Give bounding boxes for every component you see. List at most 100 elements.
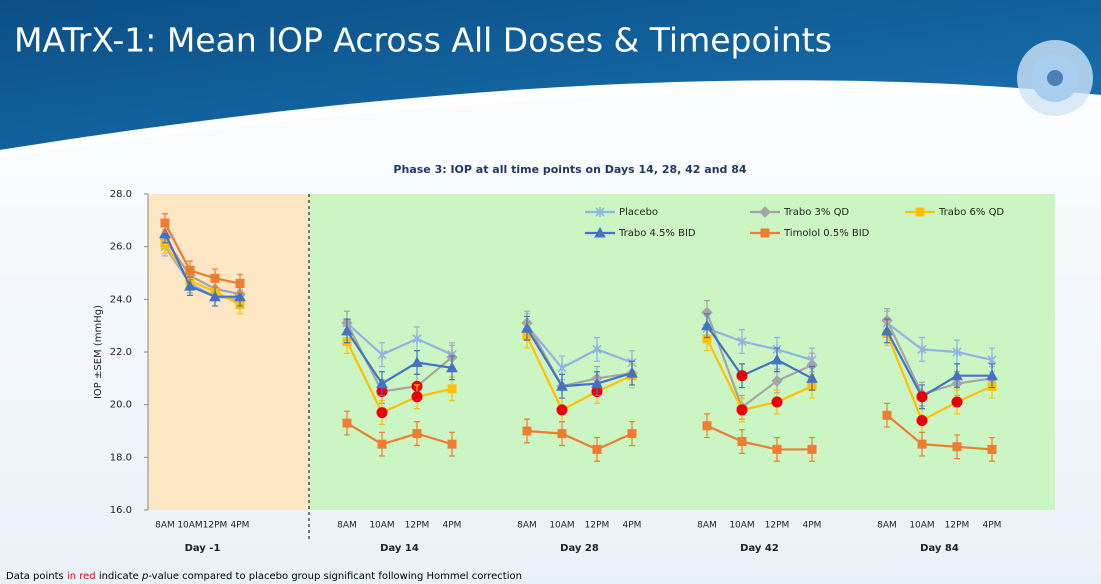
marker bbox=[376, 377, 388, 389]
series-line bbox=[164, 222, 241, 285]
marker bbox=[185, 265, 195, 275]
marker bbox=[917, 344, 927, 355]
series-line bbox=[346, 340, 453, 415]
marker bbox=[447, 439, 457, 449]
y-tick-label: 26.0 bbox=[110, 242, 132, 253]
marker bbox=[377, 439, 387, 449]
marker bbox=[882, 410, 892, 420]
series bbox=[159, 223, 998, 410]
group-label: Day 84 bbox=[920, 543, 959, 554]
x-tick-label: 8AM bbox=[155, 521, 175, 531]
x-tick-label: 8AM bbox=[877, 521, 897, 531]
significant-marker bbox=[556, 404, 568, 416]
significant-marker bbox=[411, 391, 423, 403]
series-line bbox=[705, 312, 813, 410]
series-line bbox=[706, 424, 812, 451]
series-line bbox=[526, 322, 633, 388]
footnote: Data points in red indicate p-value comp… bbox=[6, 571, 522, 582]
series-line bbox=[164, 238, 241, 296]
marker bbox=[737, 336, 747, 347]
marker bbox=[702, 421, 712, 431]
series-line bbox=[886, 414, 993, 451]
series-line bbox=[886, 330, 992, 399]
logo bbox=[1017, 40, 1093, 116]
footnote-part: indicate bbox=[96, 571, 142, 582]
x-tick-label: 4PM bbox=[443, 521, 462, 531]
legend-marker bbox=[760, 228, 770, 238]
x-tick-label: 4PM bbox=[803, 521, 822, 531]
significant-marker bbox=[951, 396, 963, 408]
significant-marker bbox=[771, 396, 783, 408]
x-tick-label: 12PM bbox=[765, 521, 790, 531]
marker bbox=[342, 418, 352, 428]
marker bbox=[160, 218, 170, 228]
marker bbox=[987, 354, 997, 365]
x-tick-label: 10AM bbox=[729, 521, 754, 531]
marker bbox=[557, 362, 567, 373]
marker bbox=[160, 239, 170, 249]
legend-label: Trabo 6% QD bbox=[938, 207, 1004, 218]
footnote-part: p bbox=[141, 571, 148, 582]
series-line bbox=[526, 429, 633, 451]
footnote-part: -value compared to placebo group signifi… bbox=[148, 571, 522, 582]
legend-marker bbox=[915, 207, 925, 217]
legend-marker bbox=[594, 226, 606, 238]
group-label: Day -1 bbox=[185, 543, 221, 554]
series-line bbox=[706, 327, 813, 361]
x-tick-label: 4PM bbox=[231, 521, 250, 531]
series-line bbox=[526, 324, 633, 370]
x-tick-label: 8AM bbox=[697, 521, 717, 531]
x-tick-label: 10AM bbox=[177, 521, 202, 531]
group-label: Day 14 bbox=[380, 543, 419, 554]
series-line bbox=[706, 338, 813, 412]
marker bbox=[591, 377, 603, 389]
series-line bbox=[526, 327, 633, 388]
x-tick-label: 4PM bbox=[983, 521, 1002, 531]
x-tick-label: 12PM bbox=[203, 521, 228, 531]
marker bbox=[522, 426, 532, 436]
marker bbox=[952, 347, 962, 357]
marker bbox=[592, 444, 602, 454]
series-line bbox=[526, 335, 633, 412]
series-line bbox=[346, 322, 453, 356]
header-swoosh bbox=[0, 83, 1101, 158]
series-line bbox=[886, 319, 993, 396]
marker bbox=[771, 353, 783, 365]
legend-marker bbox=[759, 206, 771, 218]
marker bbox=[412, 429, 422, 439]
series-line bbox=[885, 333, 993, 423]
marker bbox=[701, 319, 713, 331]
marker bbox=[341, 324, 353, 336]
series-line bbox=[886, 322, 993, 361]
series-line bbox=[706, 325, 813, 380]
x-tick-label: 8AM bbox=[517, 521, 537, 531]
marker bbox=[772, 444, 782, 454]
marker bbox=[626, 367, 638, 378]
x-tick-label: 10AM bbox=[909, 521, 934, 531]
marker bbox=[556, 380, 568, 391]
marker bbox=[377, 349, 387, 360]
significant-marker bbox=[916, 415, 928, 426]
marker bbox=[881, 324, 893, 336]
significant-marker bbox=[376, 407, 388, 418]
marker bbox=[987, 444, 997, 454]
footnote-part: in red bbox=[67, 571, 96, 582]
marker bbox=[917, 439, 927, 449]
marker bbox=[951, 369, 963, 381]
series-line bbox=[164, 233, 240, 298]
legend-label: Trabo 3% QD bbox=[783, 207, 849, 218]
y-axis-label: IOP ±SEM (mmHg) bbox=[93, 305, 104, 399]
header-band bbox=[0, 0, 1101, 150]
footnote-part: Data points bbox=[6, 571, 67, 582]
x-tick-label: 10AM bbox=[369, 521, 394, 531]
marker bbox=[592, 344, 602, 355]
marker bbox=[986, 369, 998, 381]
marker bbox=[184, 280, 196, 291]
legend-label: Timolol 0.5% BID bbox=[783, 228, 870, 239]
marker bbox=[234, 290, 246, 302]
marker bbox=[447, 384, 457, 394]
group-label: Day 28 bbox=[560, 543, 599, 554]
marker bbox=[235, 279, 245, 289]
x-tick-label: 12PM bbox=[945, 521, 970, 531]
